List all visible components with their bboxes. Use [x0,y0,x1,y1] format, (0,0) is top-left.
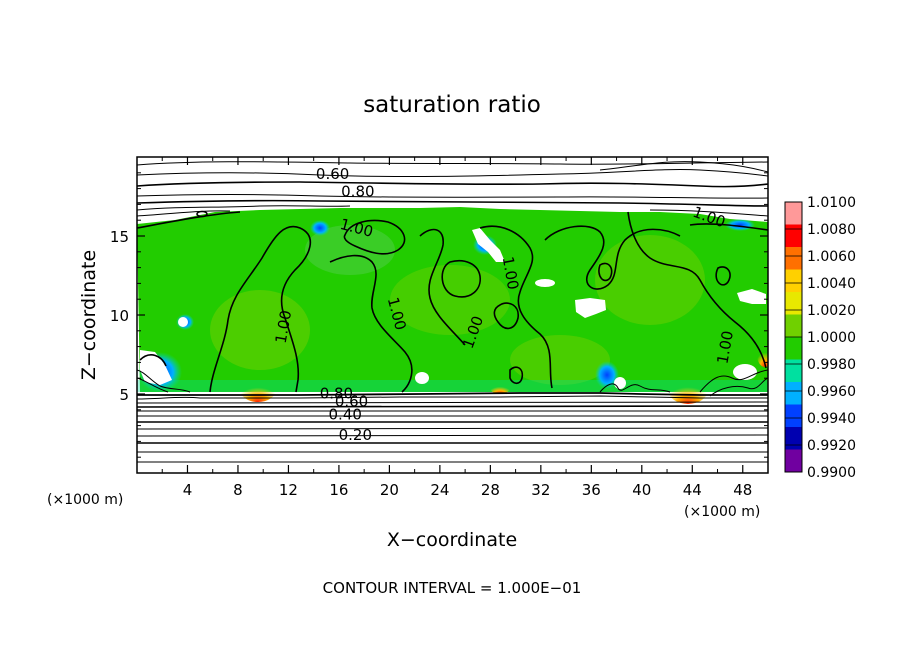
colorbar-segment [785,337,802,360]
colorbar: 1.0100 1.0080 1.0060 1.0040 1.0020 1.0000 0.99… [784,195,856,481]
contour-label: 1.00 [499,255,523,291]
colorbar-label: 0.9920 [807,438,856,454]
colorbar-segment [785,292,802,315]
field-blotch [210,290,310,370]
y-unit-label: (×1000 m) [47,492,123,508]
contour-label: 0.40 [329,405,362,423]
x-unit-label: (×1000 m) [684,504,760,520]
x-tick-label: 8 [233,481,243,499]
colorbar-label: 0.9900 [807,465,856,481]
contour-label: 1.00 [713,329,737,365]
colorbar-segment [785,314,802,338]
subsaturated-hole [733,364,757,380]
chart-title: saturation ratio [363,92,541,118]
colorbar-label: 1.0000 [807,330,856,346]
contour-label: 1.00 [272,309,296,345]
colorbar-segment [785,224,802,248]
cold-spot [310,220,330,236]
x-tick-label: 20 [380,481,399,499]
colorbar-segment [785,202,802,225]
colorbar-label: 1.0040 [807,276,856,292]
x-tick-label: 16 [329,481,348,499]
colorbar-segment [785,404,802,428]
colorbar-segment [785,269,802,293]
subsaturated-hole [614,377,626,389]
contour-label: 0.20 [339,426,372,444]
colorbar-segment [785,247,802,270]
contour-label: 0.60 [316,165,349,183]
plot-area [137,161,768,463]
x-tick-label: 32 [531,481,550,499]
subsaturated-hole [535,279,555,287]
colorbar-segment [785,359,802,383]
subsaturated-hole [737,289,766,304]
colorbar-label: 1.0080 [807,222,856,238]
colorbar-segment [785,382,802,405]
y-tick-label: 15 [110,228,129,246]
subsaturated-hole [415,372,429,384]
x-axis-label: X−coordinate [387,529,517,551]
hot-spot [490,382,510,394]
x-tick-label: 4 [183,481,193,499]
colorbar-label: 0.9980 [807,357,856,373]
contour-1.00 [137,211,768,393]
colorbar-segment [785,427,802,450]
contour-interval-note: CONTOUR INTERVAL = 1.000E−01 [323,579,582,597]
subsaturated-hole [575,298,606,318]
hot-spot [240,378,276,402]
x-tick-label: 44 [683,481,702,499]
x-tick-label: 48 [733,481,752,499]
hot-spot [668,376,708,404]
field-blotch [510,335,610,385]
subsaturated-hole [178,317,188,327]
cold-spot [595,361,619,389]
colorbar-segment [785,449,802,473]
y-axis-label: Z−coordinate [78,250,100,380]
field-blotch [595,235,705,325]
colorbar-label: 0.9960 [807,384,856,400]
y-tick-label: 5 [119,386,129,404]
colorbar-label: 1.0100 [807,195,856,211]
subsaturated-hole [472,228,505,262]
x-axis: 4 8 12 16 20 24 28 32 36 40 44 48 [161,157,752,499]
x-tick-label: 40 [632,481,651,499]
colorbar-label: 1.0060 [807,249,856,265]
colorbar-label: 1.0020 [807,303,856,319]
contour-label: 0.80 [341,183,374,201]
y-axis: 5 10 15 [110,172,768,458]
contour-lower [137,369,768,463]
y-tick-label: 10 [110,307,129,325]
x-tick-label: 12 [279,481,298,499]
contour-label: 0.80 [320,385,353,403]
x-tick-label: 36 [582,481,601,499]
x-tick-label: 28 [481,481,500,499]
x-tick-label: 24 [430,481,449,499]
contour-upper [137,161,768,218]
contour-label: 0.60 [335,393,368,411]
colorbar-label: 0.9940 [807,411,856,427]
